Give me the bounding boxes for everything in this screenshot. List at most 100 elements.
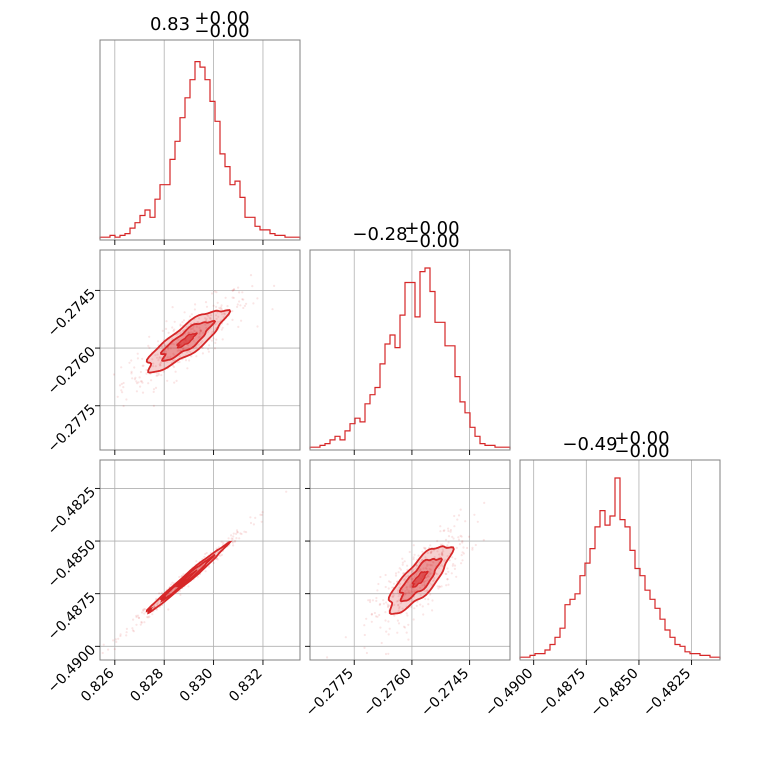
sample-point (430, 550, 433, 554)
param-title-sup-1: +0.00 (404, 218, 459, 239)
sample-point (125, 627, 128, 631)
sample-point (474, 543, 477, 547)
sample-point (373, 611, 376, 615)
sample-point (147, 382, 150, 385)
contour-core-2-1 (411, 570, 429, 588)
sample-point (419, 568, 422, 571)
sample-point (407, 638, 410, 641)
sample-point (462, 552, 465, 555)
sample-point (401, 607, 404, 610)
sample-point (466, 546, 469, 550)
sample-point (182, 573, 185, 576)
sample-point (415, 574, 418, 577)
sample-point (155, 356, 159, 359)
sample-point (438, 585, 441, 588)
sample-point (424, 556, 427, 559)
histogram-1 (309, 267, 511, 449)
sample-point (252, 523, 255, 526)
sample-point (457, 514, 461, 517)
sample-point (427, 563, 430, 566)
sample-point (170, 583, 173, 586)
sample-point (141, 364, 144, 367)
sample-point (221, 326, 224, 329)
sample-point (167, 608, 170, 611)
sample-point (178, 355, 181, 358)
sample-point (453, 564, 457, 567)
sample-point (159, 362, 162, 365)
sample-point (171, 306, 174, 309)
sample-point (232, 544, 235, 547)
sample-point (396, 631, 399, 634)
sample-point (207, 315, 210, 318)
sample-point (231, 541, 234, 544)
sample-point (401, 561, 404, 564)
sample-point (174, 370, 177, 373)
sample-point (471, 548, 474, 551)
sample-point (404, 592, 407, 595)
sample-point (172, 352, 175, 355)
sample-point (401, 563, 404, 566)
sample-point (412, 590, 415, 593)
sample-point (393, 603, 396, 607)
sample-point (419, 593, 422, 597)
sample-point (165, 320, 168, 323)
sample-point (260, 520, 263, 523)
sample-point (412, 570, 415, 573)
sample-point (411, 591, 414, 594)
sample-point (179, 323, 182, 326)
sample-point (482, 538, 485, 542)
sample-point (222, 315, 225, 319)
sample-point (444, 558, 447, 561)
sample-point (453, 525, 456, 528)
panel-frame-1-0 (99, 249, 301, 451)
sample-point (148, 335, 151, 338)
sample-point (391, 595, 394, 598)
sample-point (459, 508, 462, 511)
sample-point (164, 344, 167, 347)
sample-point (408, 591, 411, 595)
sample-point (157, 359, 160, 362)
sample-point (384, 652, 388, 656)
sample-point (205, 326, 208, 330)
sample-point (145, 372, 148, 375)
sample-point (194, 303, 197, 306)
sample-point (440, 563, 443, 566)
sample-point (102, 643, 105, 646)
sample-point (461, 540, 464, 543)
sample-point (417, 554, 420, 557)
hist-panel-0: 0.83 +0.00−0.00 (99, 8, 301, 245)
sample-point (167, 347, 170, 350)
sample-point (273, 284, 276, 287)
sample-point (131, 629, 134, 632)
sample-point (426, 564, 429, 568)
sample-point (131, 377, 134, 380)
sample-point (449, 530, 452, 533)
sample-point (231, 537, 234, 541)
sample-point (232, 288, 236, 291)
sample-point (349, 667, 351, 669)
sample-point (427, 603, 430, 606)
sample-point (254, 516, 257, 520)
sample-point (431, 560, 435, 563)
sample-point (181, 321, 184, 324)
sample-point (384, 619, 387, 622)
sample-point (161, 345, 164, 348)
sample-point (422, 546, 426, 550)
sample-point (410, 605, 413, 608)
sample-point (159, 356, 163, 360)
sample-point (161, 329, 164, 332)
sample-point (428, 546, 431, 549)
sample-point (209, 314, 213, 317)
sample-point (407, 623, 410, 626)
sample-point (378, 603, 381, 607)
sample-point (430, 550, 433, 553)
sample-point (195, 345, 198, 348)
x-tick-label-1-2: −0.2745 (418, 666, 472, 720)
x-tick-label-1-0: −0.2775 (303, 666, 357, 720)
sample-point (145, 368, 148, 371)
sample-point (135, 390, 138, 393)
sample-point (424, 579, 427, 583)
sample-point (431, 564, 434, 567)
sample-point (159, 364, 162, 367)
sample-point (195, 355, 198, 358)
